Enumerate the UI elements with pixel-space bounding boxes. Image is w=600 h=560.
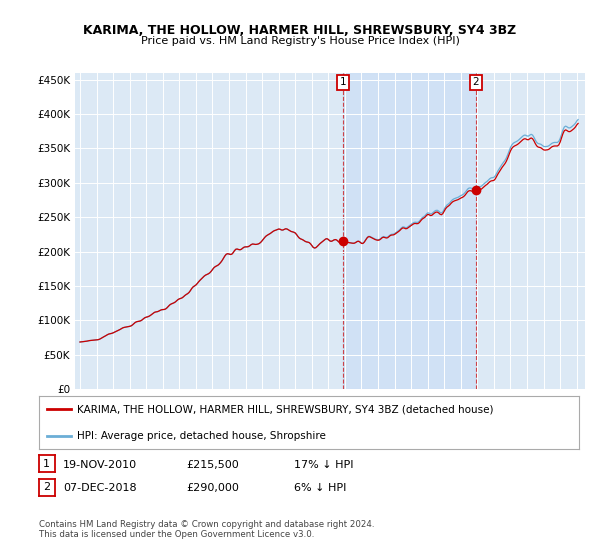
- Text: KARIMA, THE HOLLOW, HARMER HILL, SHREWSBURY, SY4 3BZ (detached house): KARIMA, THE HOLLOW, HARMER HILL, SHREWSB…: [77, 404, 493, 414]
- Text: 2: 2: [43, 482, 50, 492]
- Text: £215,500: £215,500: [186, 460, 239, 470]
- Text: Price paid vs. HM Land Registry's House Price Index (HPI): Price paid vs. HM Land Registry's House …: [140, 36, 460, 46]
- Text: HPI: Average price, detached house, Shropshire: HPI: Average price, detached house, Shro…: [77, 431, 326, 441]
- Text: 2: 2: [473, 77, 479, 87]
- Text: 1: 1: [43, 459, 50, 469]
- Text: 17% ↓ HPI: 17% ↓ HPI: [294, 460, 353, 470]
- Text: 6% ↓ HPI: 6% ↓ HPI: [294, 483, 346, 493]
- Text: 07-DEC-2018: 07-DEC-2018: [63, 483, 137, 493]
- Text: Contains HM Land Registry data © Crown copyright and database right 2024.
This d: Contains HM Land Registry data © Crown c…: [39, 520, 374, 539]
- Text: KARIMA, THE HOLLOW, HARMER HILL, SHREWSBURY, SY4 3BZ: KARIMA, THE HOLLOW, HARMER HILL, SHREWSB…: [83, 24, 517, 37]
- Bar: [343, 73, 476, 389]
- Text: 19-NOV-2010: 19-NOV-2010: [63, 460, 137, 470]
- Text: 1: 1: [340, 77, 346, 87]
- Text: £290,000: £290,000: [186, 483, 239, 493]
